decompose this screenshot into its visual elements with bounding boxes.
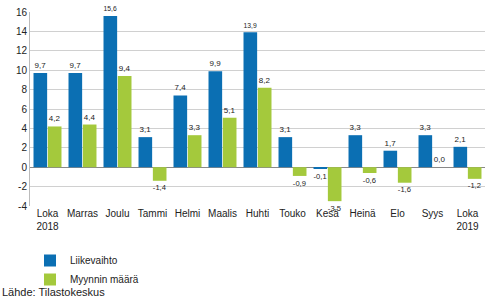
svg-text:Lähde: Tilastokeskus: Lähde: Tilastokeskus — [2, 286, 105, 298]
svg-text:Huhti: Huhti — [246, 208, 269, 219]
svg-text:Loka2019: Loka2019 — [456, 208, 479, 232]
svg-text:Marras: Marras — [67, 208, 98, 219]
svg-text:5,1: 5,1 — [224, 106, 236, 115]
svg-text:-1,4: -1,4 — [153, 183, 166, 192]
svg-text:3,1: 3,1 — [139, 125, 151, 134]
svg-text:13,9: 13,9 — [244, 22, 257, 29]
svg-text:14: 14 — [16, 26, 28, 37]
svg-text:4,4: 4,4 — [84, 113, 96, 122]
svg-text:2,1: 2,1 — [454, 135, 466, 144]
svg-text:Kesä: Kesä — [316, 208, 339, 219]
svg-text:3,3: 3,3 — [349, 123, 361, 132]
svg-text:4: 4 — [21, 123, 27, 134]
svg-text:Heinä: Heinä — [349, 208, 376, 219]
svg-text:Maalis: Maalis — [208, 208, 237, 219]
svg-text:3,3: 3,3 — [419, 123, 431, 132]
svg-text:-1,2: -1,2 — [468, 181, 481, 190]
svg-text:Loka2018: Loka2018 — [36, 208, 59, 232]
svg-text:0: 0 — [21, 162, 27, 173]
svg-text:-3,5: -3,5 — [328, 204, 341, 213]
svg-text:Elo: Elo — [390, 208, 405, 219]
svg-text:Joulu: Joulu — [106, 208, 130, 219]
svg-text:10: 10 — [16, 65, 28, 76]
svg-text:3,1: 3,1 — [279, 125, 291, 134]
svg-text:9,4: 9,4 — [119, 64, 131, 73]
svg-text:9,9: 9,9 — [209, 59, 221, 68]
svg-text:9,7: 9,7 — [69, 61, 81, 70]
svg-text:8,2: 8,2 — [259, 76, 271, 85]
svg-text:9,7: 9,7 — [34, 61, 46, 70]
svg-text:-0,1: -0,1 — [314, 172, 327, 181]
svg-text:Liikevaihto: Liikevaihto — [70, 255, 118, 266]
svg-text:-4: -4 — [18, 201, 27, 212]
svg-text:Tammi: Tammi — [138, 208, 167, 219]
svg-text:Myynnin määrä: Myynnin määrä — [70, 274, 139, 285]
svg-text:-0,6: -0,6 — [363, 176, 376, 185]
svg-text:-2: -2 — [18, 181, 27, 192]
svg-text:2: 2 — [21, 142, 27, 153]
svg-text:3,3: 3,3 — [189, 123, 201, 132]
svg-text:-1,6: -1,6 — [398, 185, 411, 194]
svg-text:0,0: 0,0 — [434, 155, 446, 164]
svg-text:16: 16 — [16, 7, 28, 18]
svg-text:7,4: 7,4 — [174, 83, 186, 92]
svg-text:Touko: Touko — [279, 208, 306, 219]
svg-text:12: 12 — [16, 45, 28, 56]
svg-text:15,6: 15,6 — [104, 5, 117, 12]
svg-text:Helmi: Helmi — [175, 208, 201, 219]
svg-text:4,2: 4,2 — [49, 114, 61, 123]
svg-text:Syys: Syys — [422, 208, 444, 219]
svg-text:8: 8 — [21, 84, 27, 95]
svg-text:6: 6 — [21, 104, 27, 115]
svg-text:-0,9: -0,9 — [293, 179, 306, 188]
svg-text:1,7: 1,7 — [384, 139, 396, 148]
